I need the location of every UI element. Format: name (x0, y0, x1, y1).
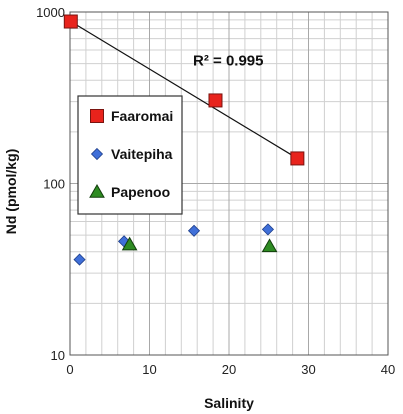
y-axis-title: Nd (pmol/kg) (3, 149, 19, 235)
plot-frame (69, 11, 389, 356)
x-tick-label: 0 (66, 362, 73, 377)
y-tick-label: 1000 (36, 5, 65, 20)
data-point-faaromai (208, 93, 223, 108)
legend-marker-papenoo (89, 183, 105, 198)
x-tick-label: 30 (301, 362, 315, 377)
x-tick-label: 10 (142, 362, 156, 377)
data-point-vaitepiha (187, 224, 201, 237)
data-point-faaromai (63, 14, 78, 29)
x-axis-title: Salinity (204, 395, 254, 411)
y-tick-label: 10 (51, 348, 65, 363)
data-point-faaromai (290, 151, 305, 166)
trendline-faaromai (70, 21, 298, 159)
legend-label-papenoo: Papenoo (111, 184, 170, 200)
y-tick-label: 100 (43, 177, 65, 192)
x-tick-label: 40 (381, 362, 395, 377)
r-squared-label: R² = 0.995 (193, 53, 263, 70)
data-point-vaitepiha (73, 253, 86, 266)
legend-marker-faaromai (90, 109, 104, 123)
data-point-vaitepiha (261, 223, 275, 236)
legend-label-faaromai: Faaromai (111, 108, 173, 124)
legend-label-vaitepiha: Vaitepiha (111, 146, 173, 162)
legend-marker-vaitepiha (90, 147, 104, 161)
data-point-papenoo (261, 238, 278, 253)
data-point-papenoo (121, 236, 138, 251)
x-tick-label: 20 (222, 362, 236, 377)
